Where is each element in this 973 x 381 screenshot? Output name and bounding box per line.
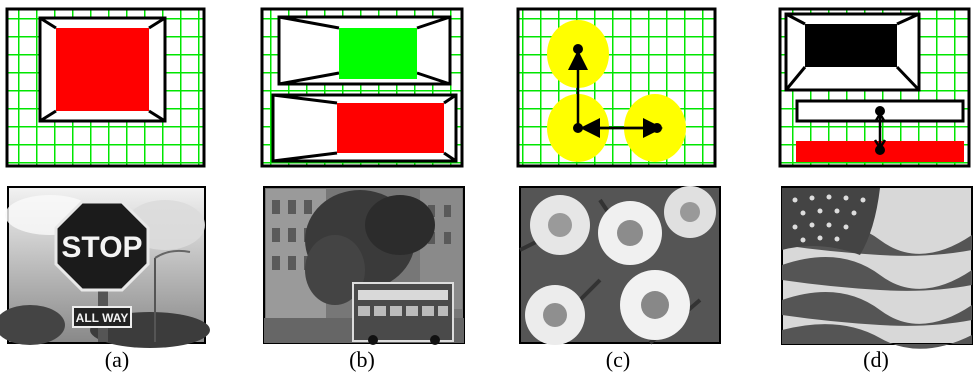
photo-c-flowers [519, 186, 721, 345]
panel-b-red-block [337, 103, 444, 153]
caption-a: (a) [104, 347, 130, 372]
panel-d-black-block [805, 24, 897, 67]
photo-a-stop-sign: STOP ALL WAY [0, 186, 210, 348]
all-way-plate-text: ALL WAY [76, 311, 129, 325]
panel-a-red-block [56, 28, 149, 111]
panel-c-diagram [516, 7, 717, 168]
flower-4 [525, 285, 585, 345]
photo-d-flag [781, 186, 973, 349]
flower-3 [664, 186, 716, 238]
panel-b-green-block [339, 28, 417, 79]
panel-a-diagram [5, 7, 206, 168]
panel-b-diagram [260, 7, 464, 168]
panel-d-diagram [778, 7, 971, 168]
photo-b-bus-street [263, 186, 465, 345]
caption-b: (b) [349, 347, 375, 372]
caption-d: (d) [863, 347, 889, 372]
flag-canton [782, 188, 880, 255]
stop-sign-text: STOP [61, 231, 142, 264]
caption-c: (c) [605, 347, 631, 372]
flower-1 [530, 195, 590, 255]
flower-2 [598, 201, 662, 265]
stop-octagon [54, 200, 150, 292]
flower-5 [620, 270, 690, 340]
